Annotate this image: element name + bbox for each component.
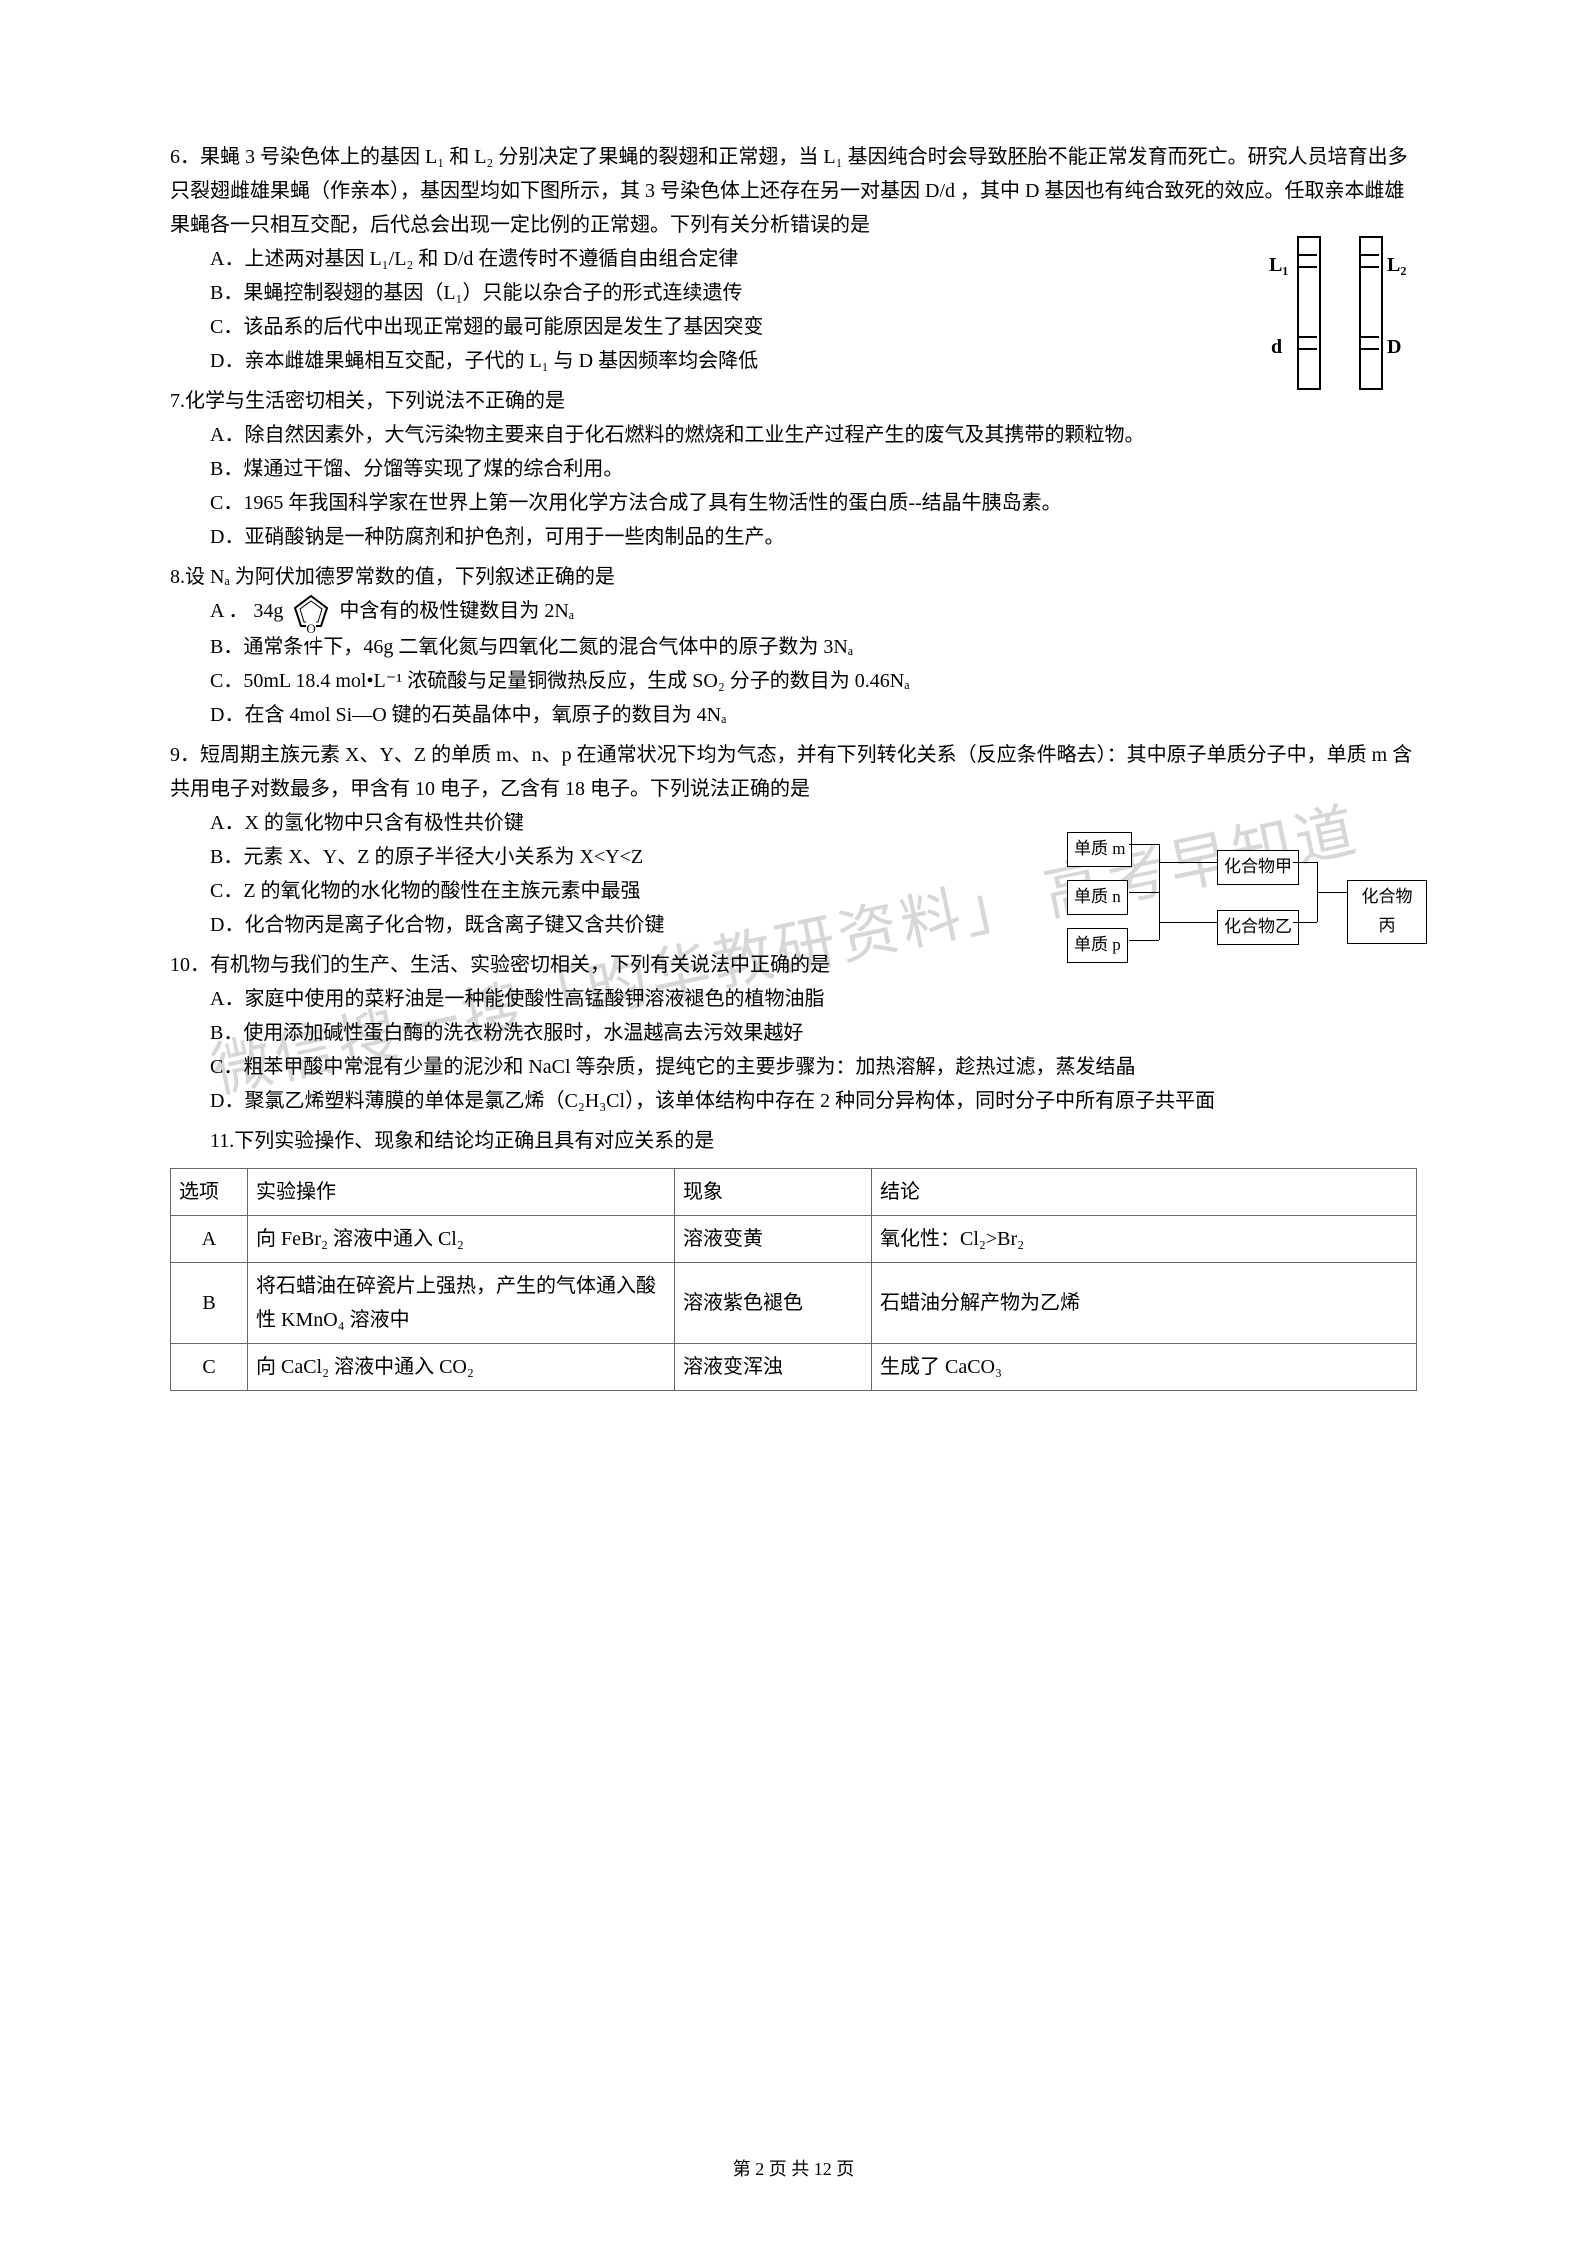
question-9: 9．短周期主族元素 X、Y、Z 的单质 m、n、p 在通常状况下均为气态，并有下… <box>170 738 1417 942</box>
band-l1 <box>1297 254 1317 268</box>
q8-a-post: 中含有的极性键数目为 2Nₐ <box>339 600 574 622</box>
q11-table: 选项 实验操作 现象 结论 A 向 FeBr₂ 溶液中通入 Cl₂ 溶液变黄 氧… <box>170 1168 1417 1391</box>
box-bing: 化合物丙 <box>1347 880 1427 944</box>
question-7: 7.化学与生活密切相关，下列说法不正确的是 A．除自然因素外，大气污染物主要来自… <box>170 384 1417 554</box>
box-n: 单质 n <box>1067 880 1128 915</box>
q6-option-b: B．果蝇控制裂翅的基因（L₁）只能以杂合子的形式连续遗传 <box>170 276 1417 310</box>
q8-option-c: C．50mL 18.4 mol•L⁻¹ 浓硫酸与足量铜微热反应，生成 SO₂ 分… <box>170 664 1417 698</box>
band-D-upper <box>1359 336 1379 350</box>
box-m: 单质 m <box>1067 832 1132 867</box>
q6-option-c: C．该品系的后代中出现正常翅的最可能原因是发生了基因突变 <box>170 310 1417 344</box>
q8-option-a: A ． 34g O 中含有的极性键数目为 2Nₐ <box>170 594 1417 630</box>
q9-stem: 9．短周期主族元素 X、Y、Z 的单质 m、n、p 在通常状况下均为气态，并有下… <box>170 738 1417 806</box>
q10-option-b: B．使用添加碱性蛋白酶的洗衣粉洗衣服时，水温越高去污效果越好 <box>170 1016 1417 1050</box>
q6-stem: 6．果蝇 3 号染色体上的基因 L₁ 和 L₂ 分别决定了果蝇的裂翅和正常翅，当… <box>170 140 1417 242</box>
th-operation: 实验操作 <box>248 1169 675 1216</box>
question-11: 11.下列实验操作、现象和结论均正确且具有对应关系的是 选项 实验操作 现象 结… <box>170 1124 1417 1391</box>
q6-option-d: D．亲本雌雄果蝇相互交配，子代的 L₁ 与 D 基因频率均会降低 <box>170 344 1417 378</box>
cell-opt: C <box>171 1344 248 1391</box>
cell-operation: 将石蜡油在碎瓷片上强热，产生的气体通入酸性 KMnO₄ 溶液中 <box>248 1263 675 1344</box>
table-row: C 向 CaCl₂ 溶液中通入 CO₂ 溶液变浑浊 生成了 CaCO₃ <box>171 1344 1417 1391</box>
cell-phenomenon: 溶液变浑浊 <box>675 1344 872 1391</box>
band-d-lower <box>1297 336 1317 350</box>
q10-option-d: D．聚氯乙烯塑料薄膜的单体是氯乙烯（C₂H₃Cl），该单体结构中存在 2 种同分… <box>170 1084 1417 1118</box>
page-footer: 第 2 页 共 12 页 <box>0 2154 1587 2185</box>
label-l1: L₁ <box>1269 248 1288 282</box>
q7-stem: 7.化学与生活密切相关，下列说法不正确的是 <box>170 384 1417 418</box>
cell-conclusion: 生成了 CaCO₃ <box>872 1344 1417 1391</box>
cell-phenomenon: 溶液变黄 <box>675 1216 872 1263</box>
q10-option-a: A．家庭中使用的菜籽油是一种能使酸性高锰酸钾溶液褪色的植物油脂 <box>170 982 1417 1016</box>
table-row: B 将石蜡油在碎瓷片上强热，产生的气体通入酸性 KMnO₄ 溶液中 溶液紫色褪色… <box>171 1263 1417 1344</box>
cell-operation: 向 FeBr₂ 溶液中通入 Cl₂ <box>248 1216 675 1263</box>
th-conclusion: 结论 <box>872 1169 1417 1216</box>
question-8: 8.设 Nₐ 为阿伏加德罗常数的值，下列叙述正确的是 A ． 34g O 中含有… <box>170 560 1417 732</box>
question-10: 10．有机物与我们的生产、生活、实验密切相关，下列有关说法中正确的是 A．家庭中… <box>170 948 1417 1118</box>
q7-option-d: D．亚硝酸钠是一种防腐剂和护色剂，可用于一些肉制品的生产。 <box>170 520 1417 554</box>
th-option: 选项 <box>171 1169 248 1216</box>
cell-opt: A <box>171 1216 248 1263</box>
q7-option-c: C．1965 年我国科学家在世界上第一次用化学方法合成了具有生物活性的蛋白质--… <box>170 486 1417 520</box>
band-l2 <box>1359 254 1379 268</box>
q6-chromosome-figure: L₁ L₂ d D <box>1287 236 1417 396</box>
label-d: d <box>1271 330 1282 364</box>
q10-option-c: C．粗苯甲酸中常混有少量的泥沙和 NaCl 等杂质，提纯它的主要步骤为：加热溶解… <box>170 1050 1417 1084</box>
table-row: A 向 FeBr₂ 溶液中通入 Cl₂ 溶液变黄 氧化性：Cl₂>Br₂ <box>171 1216 1417 1263</box>
cell-conclusion: 石蜡油分解产物为乙烯 <box>872 1263 1417 1344</box>
label-D: D <box>1387 330 1401 364</box>
q6-option-a: A．上述两对基因 L₁/L₂ 和 D/d 在遗传时不遵循自由组合定律 <box>170 242 1417 276</box>
q8-stem: 8.设 Nₐ 为阿伏加德罗常数的值，下列叙述正确的是 <box>170 560 1417 594</box>
q8-option-d: D．在含 4mol Si—O 键的石英晶体中，氧原子的数目为 4Nₐ <box>170 698 1417 732</box>
cell-opt: B <box>171 1263 248 1344</box>
table-header-row: 选项 实验操作 现象 结论 <box>171 1169 1417 1216</box>
box-jia: 化合物甲 <box>1217 850 1299 885</box>
exam-page: 微信搜一搜「昀华教研资料」 高考早知道 6．果蝇 3 号染色体上的基因 L₁ 和… <box>0 0 1587 2245</box>
q7-option-b: B．煤通过干馏、分馏等实现了煤的综合利用。 <box>170 452 1417 486</box>
q7-option-a: A．除自然因素外，大气污染物主要来自于化石燃料的燃烧和工业生产过程产生的废气及其… <box>170 418 1417 452</box>
q8-option-b: B．通常条件下，46g 二氧化氮与四氧化二氮的混合气体中的原子数为 3Nₐ <box>170 630 1417 664</box>
q10-stem: 10．有机物与我们的生产、生活、实验密切相关，下列有关说法中正确的是 <box>170 948 1417 982</box>
cell-operation: 向 CaCl₂ 溶液中通入 CO₂ <box>248 1344 675 1391</box>
label-l2: L₂ <box>1387 248 1406 282</box>
q8-a-pre: A ． 34g <box>210 600 288 622</box>
box-yi: 化合物乙 <box>1217 910 1299 945</box>
th-phenomenon: 现象 <box>675 1169 872 1216</box>
cell-conclusion: 氧化性：Cl₂>Br₂ <box>872 1216 1417 1263</box>
cell-phenomenon: 溶液紫色褪色 <box>675 1263 872 1344</box>
furan-o-label: O <box>306 618 315 640</box>
furan-icon: O <box>292 594 330 630</box>
q11-stem: 11.下列实验操作、现象和结论均正确且具有对应关系的是 <box>170 1124 1417 1158</box>
question-6: 6．果蝇 3 号染色体上的基因 L₁ 和 L₂ 分别决定了果蝇的裂翅和正常翅，当… <box>170 140 1417 378</box>
